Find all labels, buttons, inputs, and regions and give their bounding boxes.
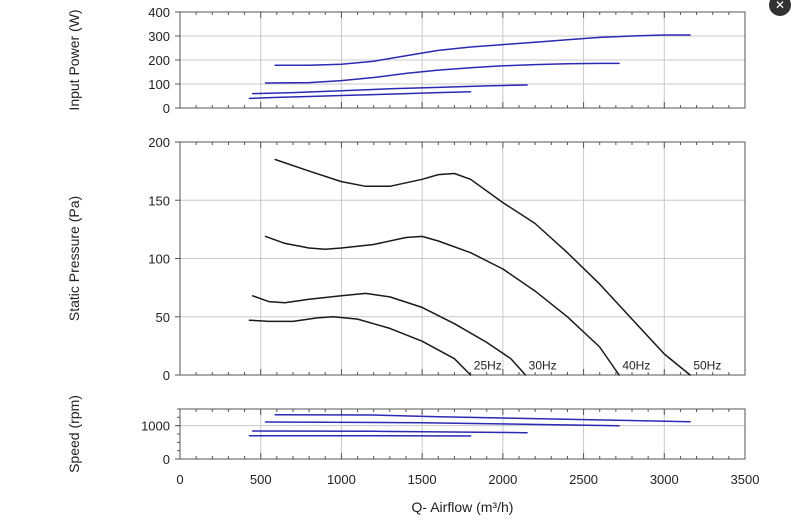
pressure-curve-30hz xyxy=(251,292,527,376)
power-curve-50hz xyxy=(274,34,691,67)
y-axis-label: Static Pressure (Pa) xyxy=(66,196,82,321)
x-axis: 0 500 1000 1500 2000 2500 3000 3500 Q- Airflow (… xyxy=(176,472,759,515)
x-tick-label: 2000 xyxy=(488,472,517,487)
input-power-panel: 0 100 200 300 400 Input Power (W) xyxy=(66,5,746,116)
speed-curve-30hz xyxy=(251,430,528,434)
y-tick-label: 0 xyxy=(163,368,170,383)
power-curve-40hz xyxy=(264,62,620,84)
power-curve-25hz xyxy=(248,90,472,100)
y-tick-label: 200 xyxy=(148,135,170,150)
y-tick-label: 100 xyxy=(148,252,170,267)
power-curve-30hz xyxy=(251,84,528,95)
y-tick-label: 400 xyxy=(148,5,170,20)
y-tick-label: 50 xyxy=(156,310,170,325)
y-tick-label: 0 xyxy=(163,101,170,116)
x-tick-label: 2500 xyxy=(569,472,598,487)
close-icon[interactable]: ✕ xyxy=(769,0,791,16)
curve-label-50hz: 50Hz xyxy=(693,359,721,373)
x-tick-label: 3000 xyxy=(650,472,679,487)
curve-label-30hz: 30Hz xyxy=(529,359,557,373)
x-tick-label: 1500 xyxy=(408,472,437,487)
panel-frame xyxy=(179,11,746,109)
speed-curve-40hz xyxy=(264,421,620,427)
panel-frame xyxy=(179,408,746,460)
y-axis-label: Input Power (W) xyxy=(66,9,82,110)
x-tick-label: 500 xyxy=(250,472,272,487)
pressure-curve-50hz xyxy=(274,158,691,376)
x-tick-label: 3500 xyxy=(731,472,760,487)
x-tick-label: 0 xyxy=(176,472,183,487)
y-axis-label: Speed (rpm) xyxy=(66,395,82,473)
curve-label-25hz: 25Hz xyxy=(474,359,502,373)
static-pressure-panel: 0 50 100 150 200 Static Pressure (Pa) 25Hz 30Hz… xyxy=(66,135,746,383)
y-tick-label: 0 xyxy=(163,452,170,467)
y-tick-label: 300 xyxy=(148,29,170,44)
speed-panel: 0 1000 Speed (rpm) xyxy=(66,395,746,473)
speed-curve-50hz xyxy=(274,413,691,423)
curve-label-40hz: 40Hz xyxy=(622,359,650,373)
y-tick-label: 200 xyxy=(148,53,170,68)
panel-frame xyxy=(179,141,746,376)
x-tick-label: 1000 xyxy=(327,472,356,487)
pressure-curve-25hz xyxy=(248,316,472,376)
pressure-curve-40hz xyxy=(264,235,620,376)
y-tick-label: 150 xyxy=(148,193,170,208)
y-tick-label: 100 xyxy=(148,77,170,92)
x-axis-label: Q- Airflow (m³/h) xyxy=(412,499,514,515)
y-tick-label: 1000 xyxy=(141,419,170,434)
